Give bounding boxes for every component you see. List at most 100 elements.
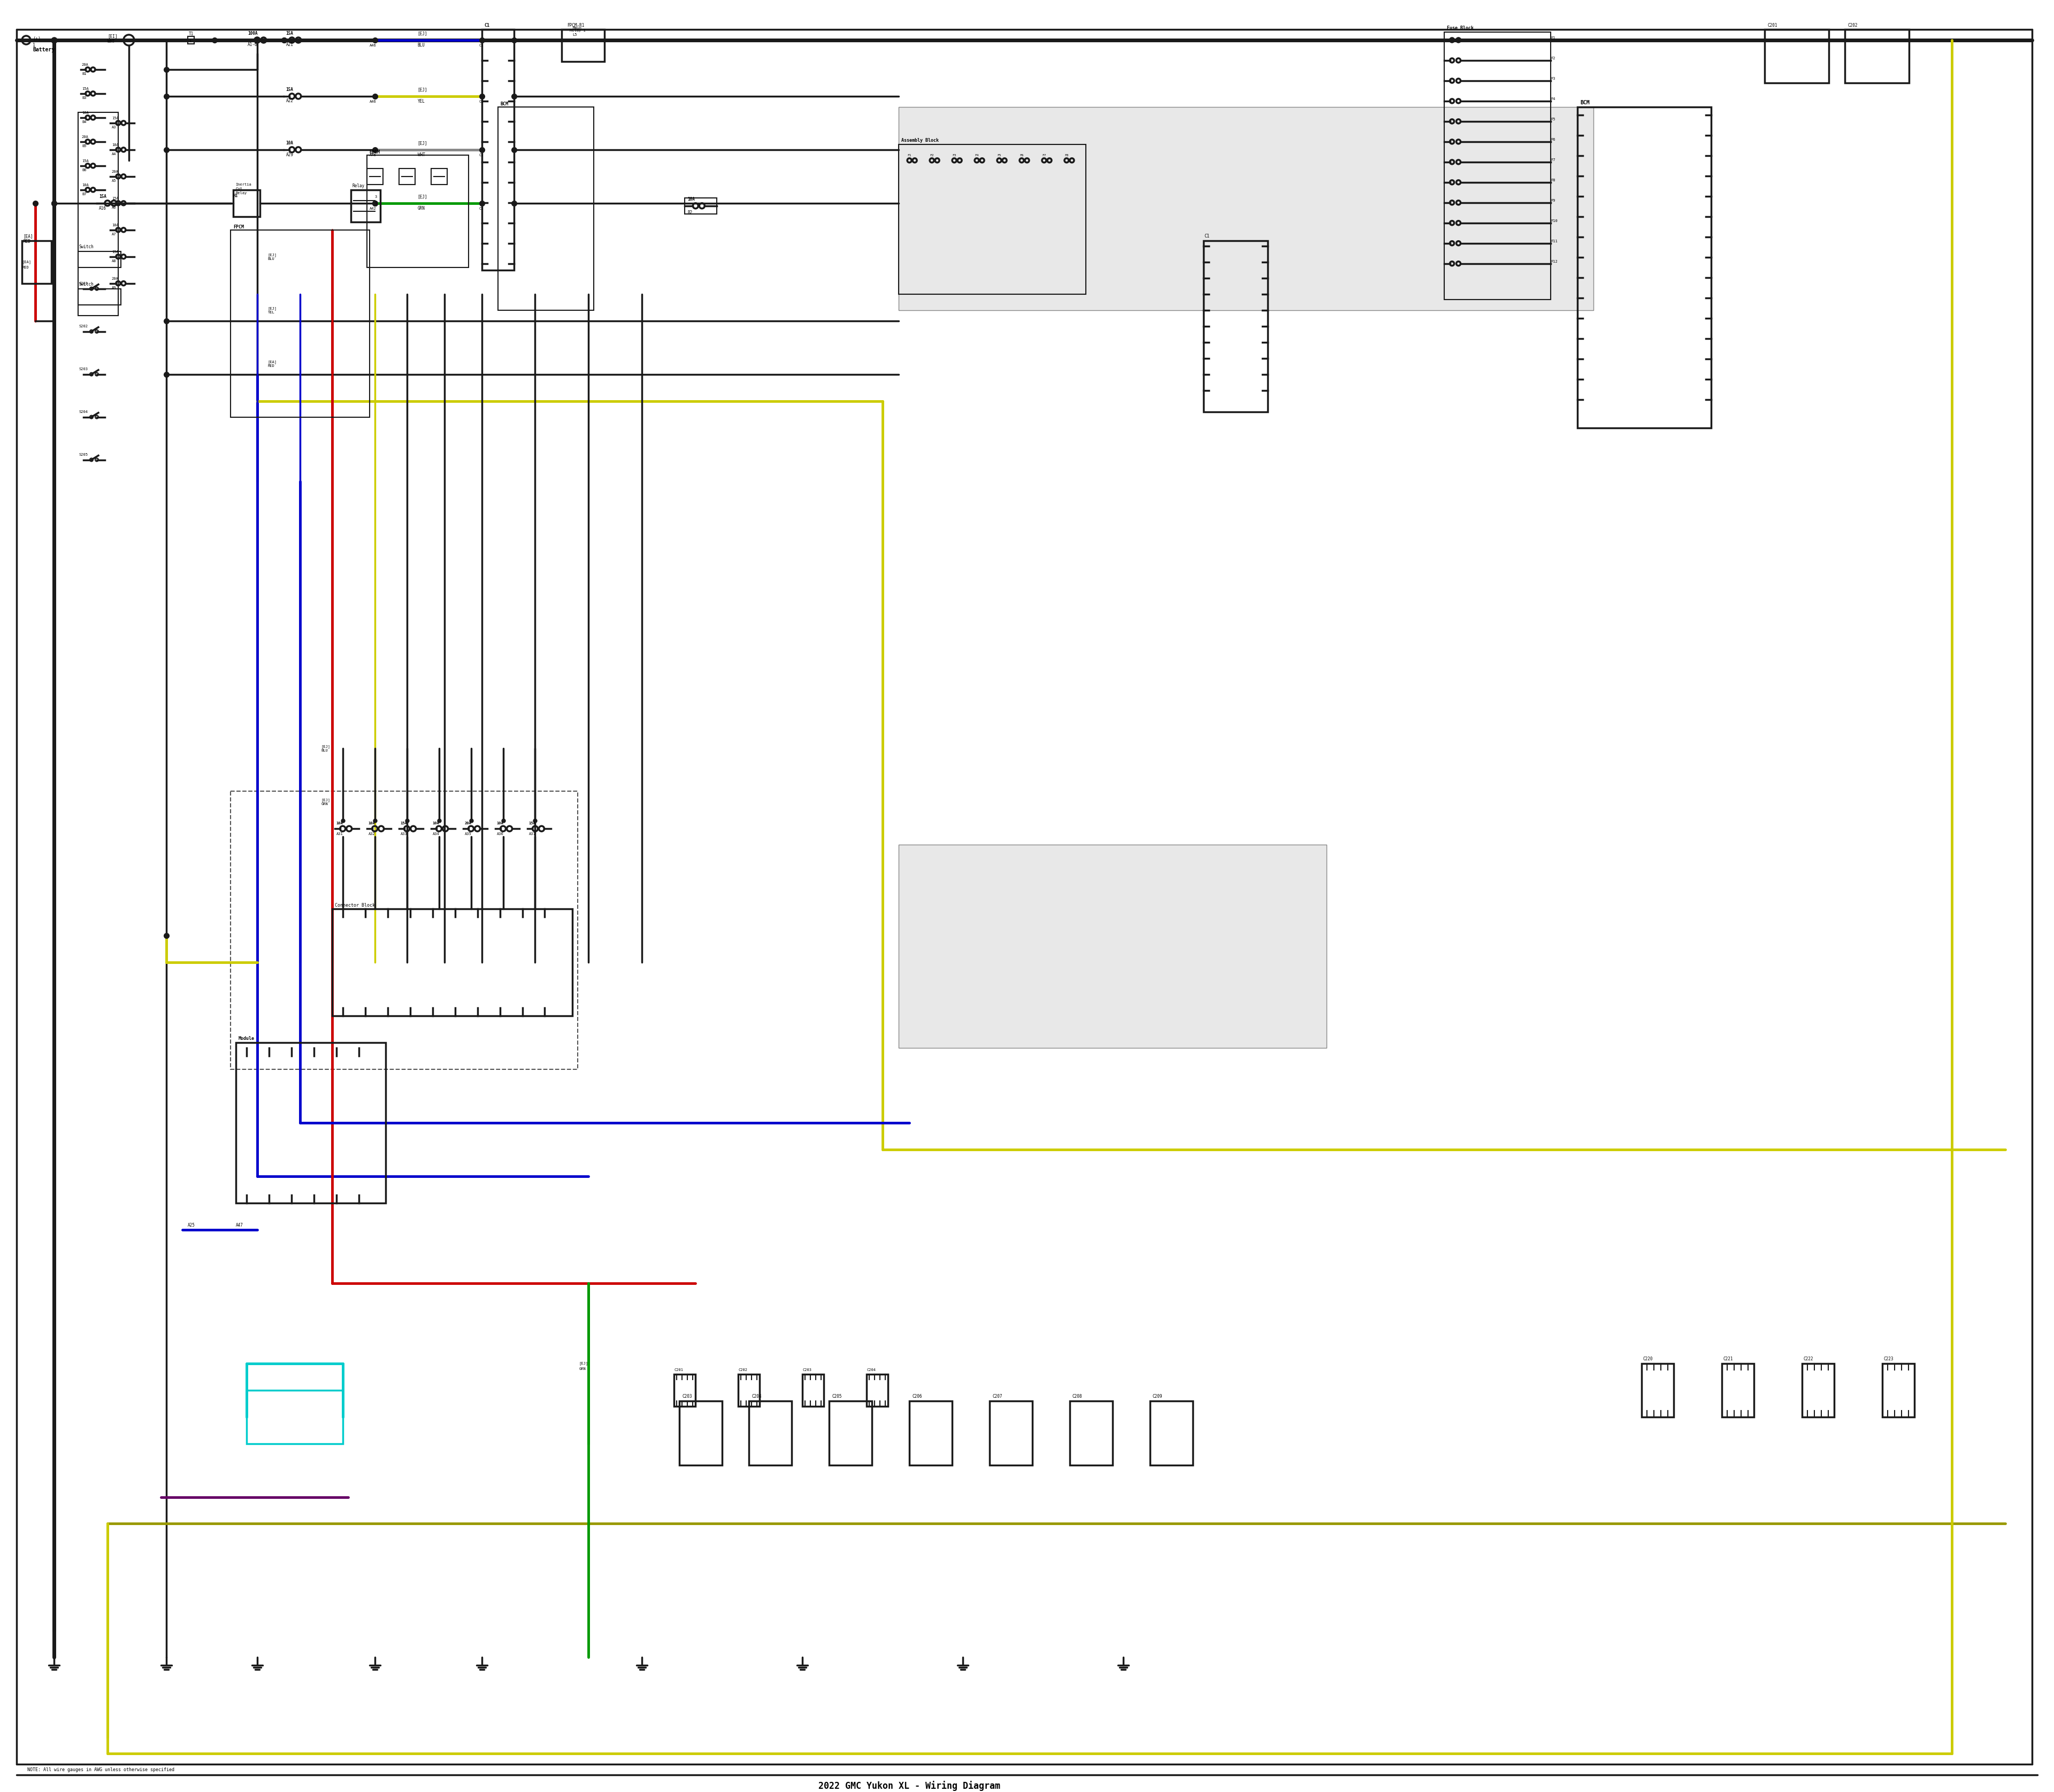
Text: A6: A6 [111, 206, 117, 210]
Bar [1844, 29, 1908, 82]
Text: F1: F1 [908, 154, 912, 158]
Text: [EJ]
YEL: [EJ] YEL [267, 306, 277, 314]
Bar [230, 792, 577, 1070]
Text: C205: C205 [832, 1394, 842, 1400]
Text: A29: A29 [286, 152, 294, 158]
Text: S204: S204 [80, 410, 88, 414]
Bar [431, 168, 448, 185]
Bar [246, 1391, 343, 1444]
Text: C202: C202 [1849, 23, 1857, 29]
Bar [1764, 29, 1828, 82]
Text: F2: F2 [930, 154, 935, 158]
Bar [674, 1374, 696, 1407]
Bar [187, 36, 193, 43]
Text: 20A: 20A [82, 134, 88, 138]
Bar [78, 251, 121, 267]
Text: 20A: 20A [464, 823, 472, 824]
Text: C203: C203 [803, 1367, 811, 1371]
Text: 15A: 15A [286, 30, 294, 36]
Bar [230, 229, 370, 418]
Text: Module: Module [238, 1036, 255, 1041]
Text: 10A: 10A [286, 142, 294, 145]
Text: 10A: 10A [111, 224, 119, 226]
Bar [368, 156, 468, 267]
Bar [750, 1401, 791, 1464]
Text: 10A: 10A [82, 183, 88, 186]
Text: Cut: Cut [236, 186, 242, 190]
Text: A16: A16 [99, 206, 107, 211]
Text: C221: C221 [1723, 1357, 1734, 1362]
Text: C220: C220 [1643, 1357, 1653, 1362]
Text: Battery: Battery [33, 47, 55, 52]
Bar [830, 1401, 873, 1464]
Text: Assembly Block: Assembly Block [902, 138, 939, 143]
Text: [EJ]: [EJ] [417, 30, 427, 36]
Text: 2022 GMC Yukon XL - Wiring Diagram: 2022 GMC Yukon XL - Wiring Diagram [817, 1781, 1000, 1790]
Text: C202: C202 [737, 1367, 748, 1371]
Text: A34: A34 [433, 833, 440, 835]
Text: 15A: 15A [111, 116, 119, 120]
Text: [EI]: [EI] [107, 34, 117, 39]
Text: [EA]: [EA] [23, 260, 31, 263]
Text: A42: A42 [370, 206, 376, 210]
Text: BCM: BCM [501, 102, 509, 108]
Text: C204: C204 [867, 1367, 875, 1371]
Text: T1: T1 [189, 32, 193, 36]
Text: RED: RED [23, 240, 31, 244]
Text: 15A: 15A [401, 823, 407, 824]
Text: FPCM-R1: FPCM-R1 [567, 23, 585, 29]
Bar [398, 168, 415, 185]
Text: A46: A46 [370, 154, 376, 156]
Text: [EJ]
GRN: [EJ] GRN [320, 797, 331, 806]
Text: A9: A9 [111, 287, 117, 289]
Text: F4: F4 [974, 154, 978, 158]
Text: F3: F3 [1551, 77, 1555, 81]
Text: 10A: 10A [433, 823, 440, 824]
Bar [1150, 1401, 1193, 1464]
Text: C1: C1 [479, 100, 483, 104]
Text: C1: C1 [485, 23, 489, 29]
Text: A46: A46 [370, 100, 376, 104]
Text: EBCM: EBCM [370, 151, 380, 154]
Text: 1: 1 [189, 39, 191, 43]
Text: C209: C209 [1152, 1394, 1163, 1400]
Text: F9: F9 [1551, 199, 1555, 202]
Bar [910, 1401, 953, 1464]
Text: (+): (+) [33, 36, 41, 41]
Text: S202: S202 [80, 324, 88, 328]
Text: A21: A21 [286, 43, 294, 47]
Text: C222: C222 [1803, 1357, 1814, 1362]
Text: A5: A5 [111, 179, 117, 183]
Text: A33: A33 [401, 833, 407, 835]
Bar [680, 1401, 723, 1464]
Bar [900, 108, 1594, 310]
Text: F7: F7 [1041, 154, 1045, 158]
Bar [900, 145, 1087, 294]
Text: Relay: Relay [353, 183, 366, 188]
Text: C207: C207 [992, 1394, 1002, 1400]
Text: [EJ]: [EJ] [417, 194, 427, 199]
Text: C1: C1 [479, 206, 483, 210]
Text: 15A: 15A [99, 194, 107, 199]
Text: F1: F1 [1551, 36, 1555, 39]
Text: M4: M4 [232, 194, 238, 199]
Text: [EJ]: [EJ] [417, 142, 427, 145]
Text: A1-6: A1-6 [249, 43, 257, 47]
Text: F4: F4 [1551, 97, 1555, 100]
Text: C223: C223 [1884, 1357, 1894, 1362]
Text: BCM: BCM [1580, 100, 1590, 106]
Text: 20A: 20A [111, 170, 119, 174]
Text: F8: F8 [1551, 179, 1555, 181]
Text: Inertia: Inertia [236, 183, 253, 186]
Text: C1: C1 [479, 154, 483, 156]
Bar [333, 909, 573, 1016]
Text: C1: C1 [1204, 235, 1210, 238]
Bar [737, 1374, 760, 1407]
Bar [803, 1374, 824, 1407]
Bar [1801, 1364, 1834, 1417]
Text: A31: A31 [337, 833, 343, 835]
Text: BLU: BLU [417, 43, 425, 48]
Bar [867, 1374, 887, 1407]
Text: C201: C201 [674, 1367, 684, 1371]
Text: 15A: 15A [528, 823, 536, 824]
